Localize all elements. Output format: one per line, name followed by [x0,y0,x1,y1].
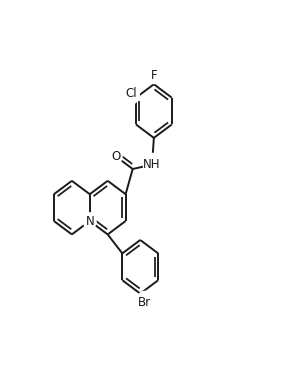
Circle shape [148,67,160,84]
Text: O: O [111,150,120,163]
Text: NH: NH [143,158,161,171]
Text: N: N [85,215,94,228]
Circle shape [144,153,161,176]
Circle shape [122,82,139,104]
Text: Cl: Cl [125,87,137,100]
Text: Br: Br [138,296,151,309]
Circle shape [84,213,96,229]
Circle shape [109,148,122,164]
Circle shape [136,291,154,314]
Text: F: F [151,69,157,82]
